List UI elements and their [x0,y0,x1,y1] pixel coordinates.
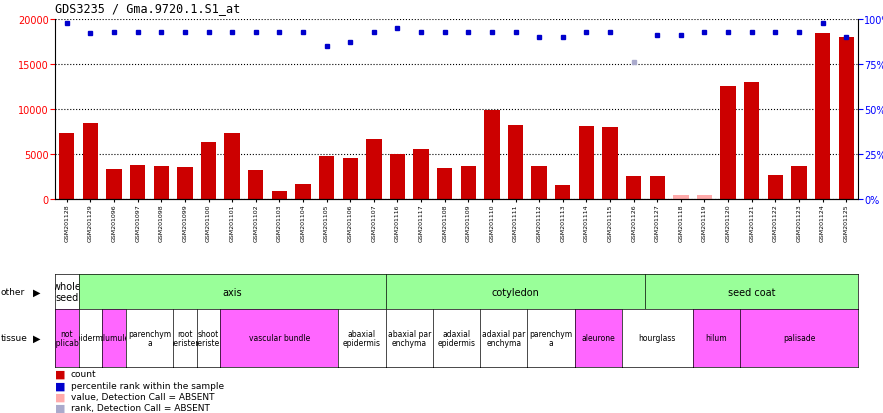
Text: GDS3235 / Gma.9720.1.S1_at: GDS3235 / Gma.9720.1.S1_at [55,2,240,15]
Text: rank, Detection Call = ABSENT: rank, Detection Call = ABSENT [71,403,210,412]
Bar [59,134,74,199]
Bar [83,123,98,199]
Text: count: count [71,370,96,379]
Text: palisade: palisade [782,334,815,343]
Text: parenchym
a: parenchym a [128,329,171,347]
Bar [839,38,854,199]
Bar [224,134,240,199]
Bar [319,157,335,199]
Bar [602,128,618,199]
Bar [366,139,381,199]
Bar [106,170,122,199]
Bar [555,185,570,199]
Text: parenchym
a: parenchym a [530,329,572,347]
Bar [461,166,476,199]
Text: cotyledon: cotyledon [492,287,540,297]
Text: ■: ■ [55,380,65,390]
Bar [248,171,263,199]
Text: tissue: tissue [1,334,27,343]
Text: other: other [1,287,25,296]
Bar [578,127,594,199]
Bar [791,166,807,199]
Text: adaxial
epidermis: adaxial epidermis [437,329,476,347]
Bar [177,167,192,199]
Text: root
meristem: root meristem [167,329,203,347]
Bar [389,154,405,199]
Text: ■: ■ [55,369,65,379]
Bar [767,175,783,199]
Text: value, Detection Call = ABSENT: value, Detection Call = ABSENT [71,392,215,401]
Bar [200,143,216,199]
Text: abaxial par
enchyma: abaxial par enchyma [388,329,431,347]
Text: ■: ■ [55,403,65,413]
Text: hilum: hilum [706,334,727,343]
Bar [508,126,524,199]
Text: epidermis: epidermis [72,334,109,343]
Bar [626,176,641,199]
Text: shoot
meristem: shoot meristem [190,329,227,347]
Bar [721,86,736,199]
Text: seed coat: seed coat [728,287,775,297]
Bar [484,111,500,199]
Text: hourglass: hourglass [638,334,676,343]
Bar [437,169,452,199]
Bar [154,166,169,199]
Bar [650,176,665,199]
Text: axis: axis [223,287,242,297]
Bar [343,158,358,199]
Text: ▶: ▶ [33,333,41,343]
Text: ▶: ▶ [33,287,41,297]
Text: adaxial par
enchyma: adaxial par enchyma [482,329,525,347]
Text: percentile rank within the sample: percentile rank within the sample [71,381,224,390]
Bar [673,196,689,199]
Bar [532,166,547,199]
Text: not
applicable: not applicable [47,329,87,347]
Bar [697,195,713,199]
Bar [272,192,287,199]
Text: ■: ■ [55,392,65,401]
Bar [130,165,146,199]
Bar [815,33,830,199]
Text: abaxial
epidermis: abaxial epidermis [343,329,381,347]
Text: plumule: plumule [99,334,130,343]
Text: whole
seed: whole seed [52,281,81,302]
Text: aleurone: aleurone [581,334,615,343]
Bar [413,149,429,199]
Bar [295,184,311,199]
Bar [744,83,759,199]
Text: vascular bundle: vascular bundle [249,334,310,343]
